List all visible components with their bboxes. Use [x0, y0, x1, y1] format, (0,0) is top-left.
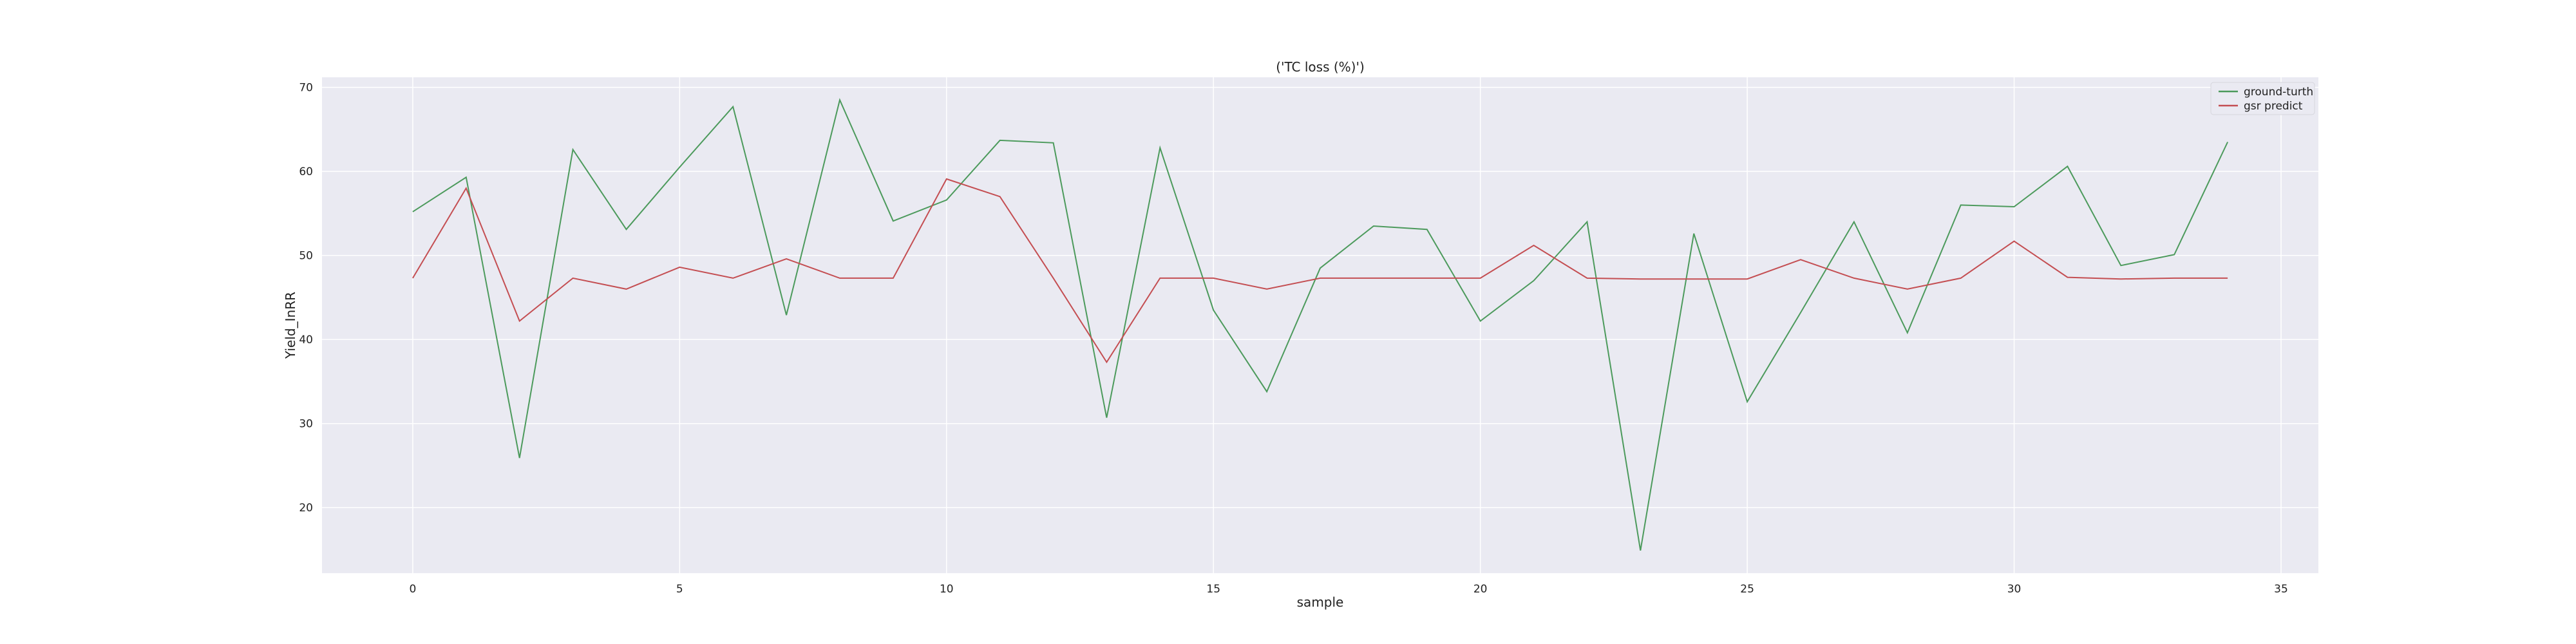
- legend-label-ground-turth: ground-turth: [2244, 86, 2313, 99]
- series-line-gsr-predict: [412, 178, 2228, 364]
- legend-label-gsr-predict: gsr predict: [2244, 100, 2303, 113]
- x-tick-label: 0: [409, 583, 416, 596]
- y-tick-label: 20: [299, 502, 313, 515]
- x-tick-label: 5: [676, 583, 683, 596]
- x-tick-label: 20: [1473, 583, 1488, 596]
- x-tick-labels: 0 5 10 15 20 25 30 35: [409, 583, 2287, 596]
- x-tick-label: 25: [1740, 583, 1754, 596]
- plot-background: [322, 77, 2318, 573]
- x-tick-label: 35: [2274, 583, 2288, 596]
- y-tick-label: 30: [299, 418, 313, 431]
- y-tick-label: 50: [299, 250, 313, 263]
- y-tick-labels: 20 30 40 50 60 70: [299, 82, 313, 515]
- y-tick-label: 40: [299, 334, 313, 346]
- series-layer: [412, 98, 2229, 551]
- y-axis-label: Yield_InRR: [283, 292, 298, 359]
- x-axis-label: sample: [1297, 594, 1344, 610]
- y-tick-label: 60: [299, 166, 313, 178]
- series-line-ground-turth: [412, 98, 2229, 551]
- chart-title: ('TC loss (%)'): [1276, 59, 1365, 75]
- x-tick-label: 30: [2007, 583, 2022, 596]
- legend-box: [2210, 82, 2315, 115]
- y-tick-label: 70: [299, 82, 313, 95]
- x-tick-label: 15: [1206, 583, 1220, 596]
- legend: ground-turth gsr predict: [2210, 82, 2315, 115]
- grid: [322, 77, 2318, 573]
- x-tick-label: 10: [940, 583, 954, 596]
